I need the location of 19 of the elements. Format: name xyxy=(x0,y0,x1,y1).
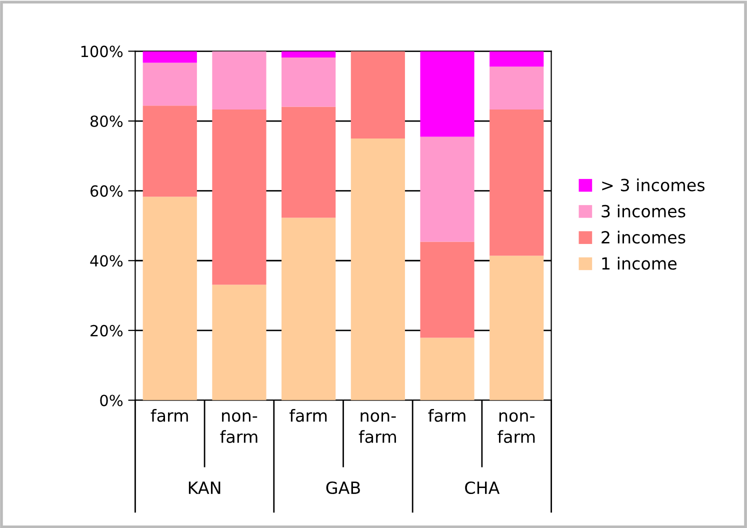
text: GAB xyxy=(326,481,360,494)
legend-label: > 3 incomes xyxy=(602,178,705,192)
x-tick-label: non-farm xyxy=(220,412,258,444)
y-tick-label: 60% xyxy=(90,185,123,197)
y-tick-label: 20% xyxy=(90,324,123,336)
legend-label: 3 incomes xyxy=(602,204,686,218)
legend-label: 1 income xyxy=(602,256,676,270)
x-tick-label: farm xyxy=(428,408,466,422)
y-tick-label: 80% xyxy=(90,115,123,128)
y-tick-label: 100% xyxy=(81,46,123,58)
y-tick-label: 0% xyxy=(100,394,123,406)
x-tick-label: non-farm xyxy=(358,412,396,444)
legend-label: 2 incomes xyxy=(602,230,686,244)
text: CHA xyxy=(465,481,500,494)
y-tick-label: 40% xyxy=(90,255,123,267)
x-tick-label: farm xyxy=(290,408,327,422)
text: KAN xyxy=(188,482,220,494)
x-tick-label: farm xyxy=(150,408,188,422)
x-tick-label: non-farm xyxy=(498,412,535,444)
